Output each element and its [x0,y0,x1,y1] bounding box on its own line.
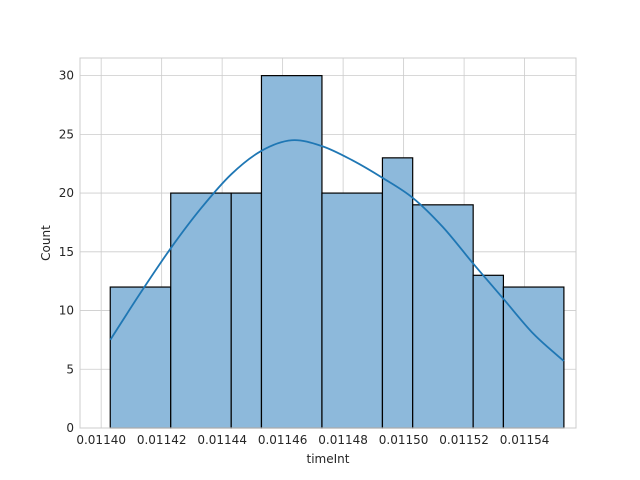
x-tick-label: 0.01154 [500,433,550,447]
y-tick-label: 5 [66,362,74,376]
histogram-bar-6 [381,157,414,429]
y-tick-label: 30 [59,69,74,83]
x-tick-label: 0.01150 [379,433,429,447]
y-tick-label: 0 [66,421,74,435]
plot-spines [79,57,577,429]
x-tick-labels: 0.01140 0.01142 0.01144 0.01146 0.01148 0.011… [76,433,549,447]
plot-frame [79,57,577,429]
x-tick-label: 0.01142 [137,433,187,447]
x-tick-label: 0.01148 [318,433,368,447]
x-tick-label: 0.01140 [76,433,126,447]
histogram-bar-9 [502,286,565,429]
histogram-bar-8 [472,274,505,429]
y-tick-label: 25 [59,127,74,141]
histogram-bar-3 [230,192,263,429]
histogram-bar-2 [170,192,232,429]
y-tick-label: 20 [59,186,74,200]
kde-line [109,139,565,362]
y-tick-labels: 0 5 10 15 20 25 30 [59,69,74,435]
y-tick-label: 15 [59,245,74,259]
kde-curve-group [109,139,565,362]
y-tick-label: 10 [59,304,74,318]
x-tick-label: 0.01144 [197,433,247,447]
x-tick-label: 0.01152 [439,433,489,447]
y-axis-label: Count [39,225,53,261]
histogram-bar-5 [321,192,384,429]
histogram-bars [109,75,565,429]
x-tick-label: 0.01146 [258,433,308,447]
histogram-bar-7 [412,204,474,429]
histogram-bar-4 [260,75,323,429]
x-axis-label: timeInt [307,452,350,466]
histogram-bar-1 [109,286,172,429]
